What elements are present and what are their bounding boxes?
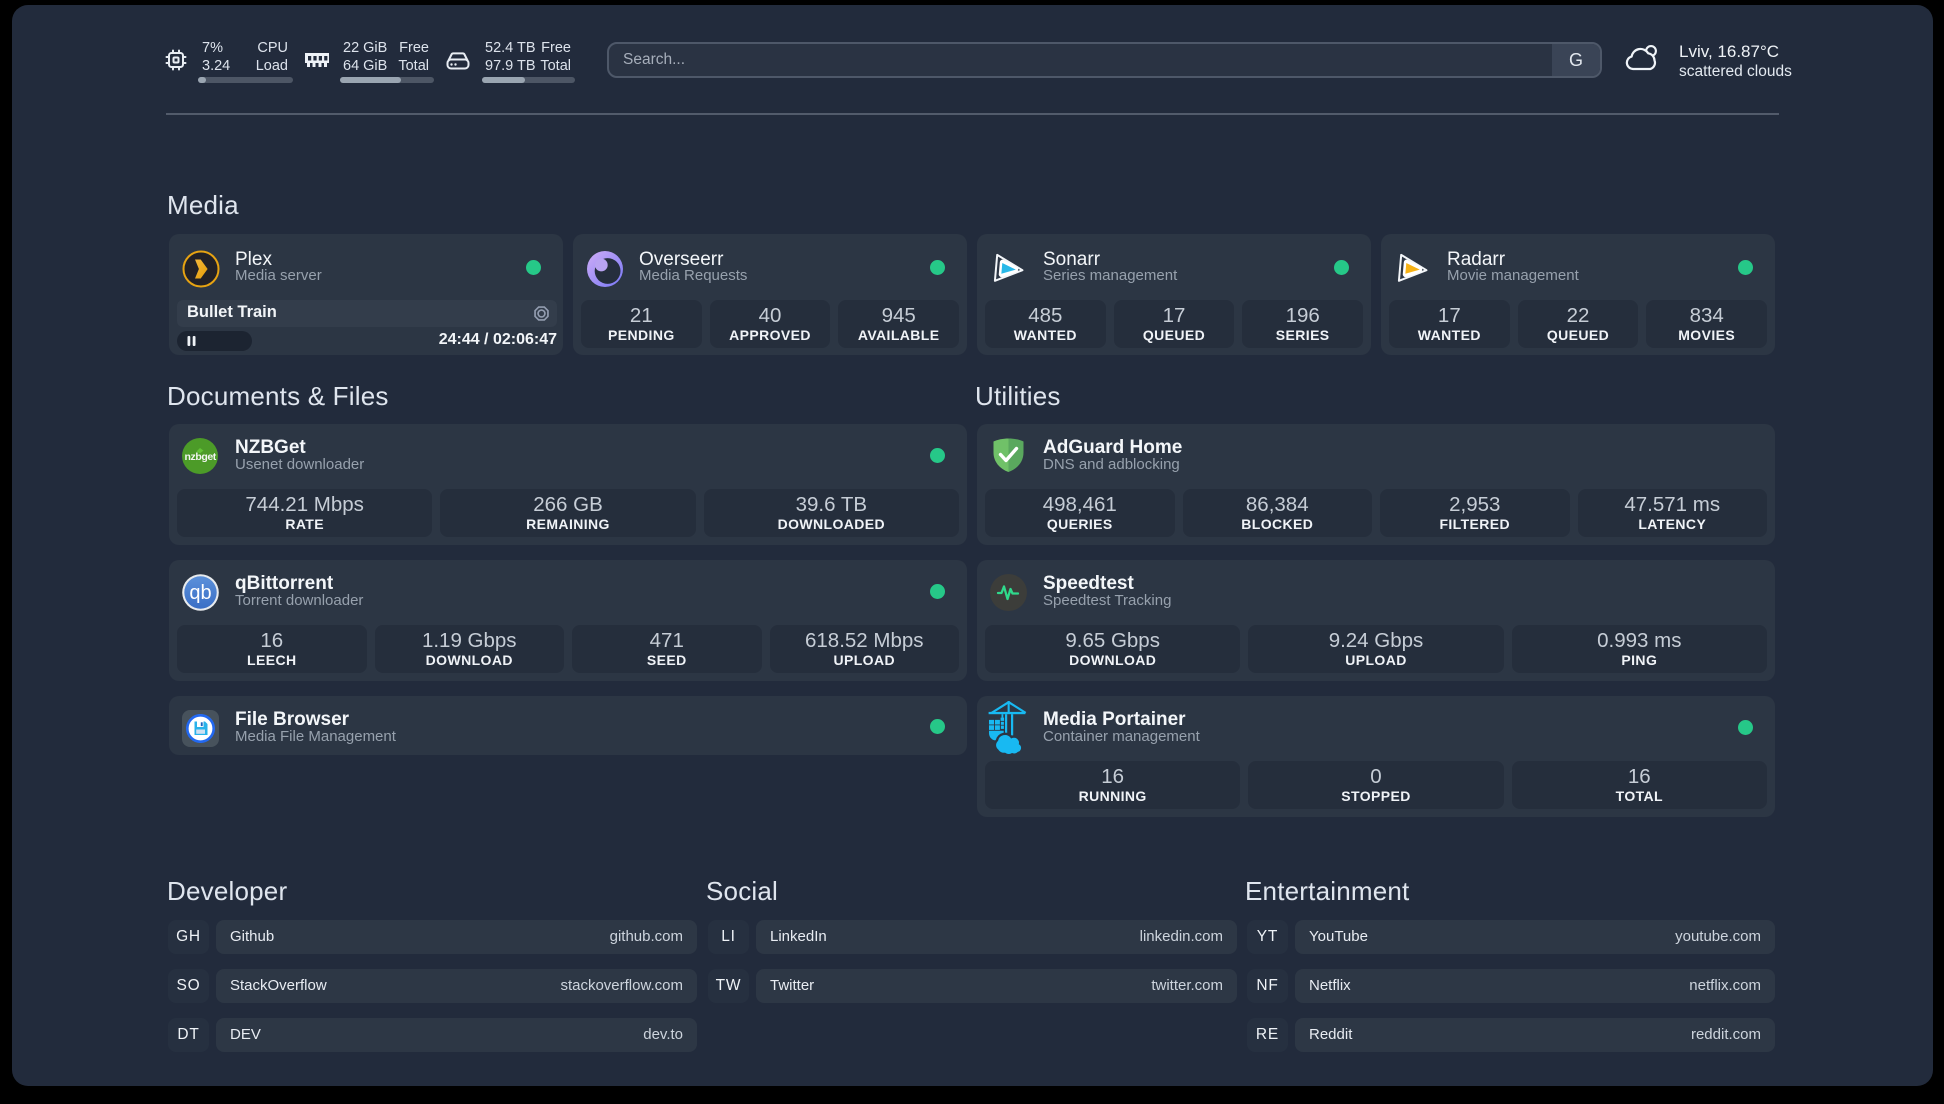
svg-text:qb: qb <box>189 582 211 604</box>
svg-text:nzbget: nzbget <box>184 451 216 463</box>
